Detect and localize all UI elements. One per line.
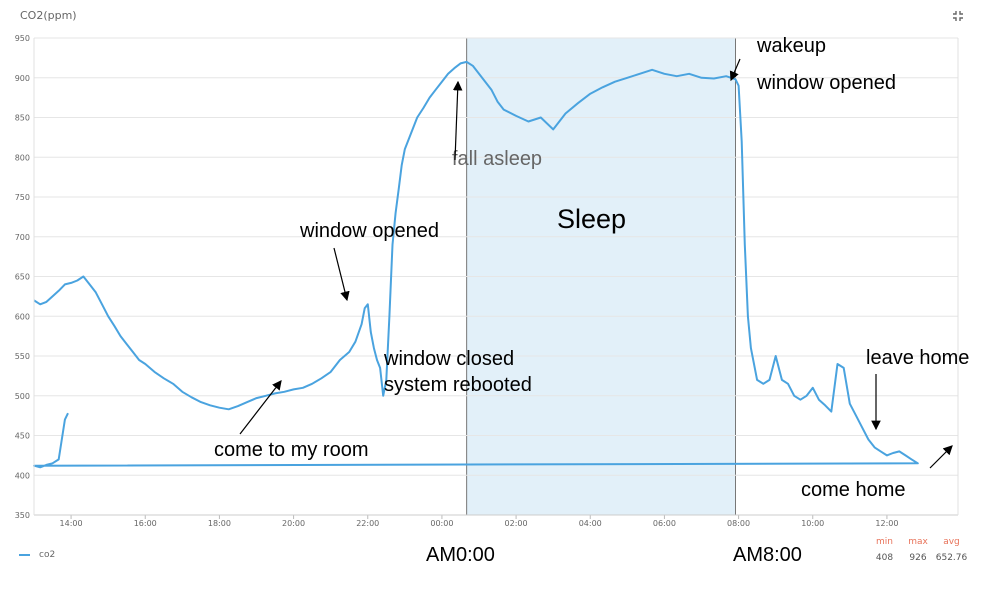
x-tick-label: 16:00 bbox=[134, 519, 157, 528]
y-tick-label: 350 bbox=[15, 511, 30, 520]
arrow-come-to-my-room bbox=[239, 380, 282, 435]
annotation-system-rebooted: system rebooted bbox=[384, 374, 532, 396]
arrow-come-home bbox=[929, 445, 953, 469]
annotation-fall-asleep: fall asleep bbox=[452, 148, 542, 170]
bottom-label-am0: AM0:00 bbox=[426, 544, 495, 566]
legend-swatch bbox=[19, 554, 30, 556]
y-tick-label: 850 bbox=[15, 114, 30, 123]
y-tick-label: 600 bbox=[15, 312, 30, 321]
legend-label: co2 bbox=[39, 550, 56, 560]
arrow-wakeup bbox=[729, 58, 741, 82]
x-tick-label: 08:00 bbox=[727, 519, 750, 528]
annotation-window-closed: window closed bbox=[383, 348, 514, 370]
stat-max-label: max bbox=[908, 537, 928, 547]
stat-min-value: 408 bbox=[875, 553, 894, 563]
series-line-co2 bbox=[33, 60, 919, 469]
y-tick-label: 900 bbox=[15, 74, 30, 83]
y-tick-label: 400 bbox=[15, 471, 30, 480]
annotation-leave-home: leave home bbox=[866, 347, 969, 369]
arrow-fall-asleep bbox=[452, 80, 463, 161]
annotation-wakeup: wakeup bbox=[756, 35, 826, 57]
y-tick-label: 450 bbox=[15, 432, 30, 441]
y-tick-label: 800 bbox=[15, 153, 30, 162]
x-tick-label: 02:00 bbox=[505, 519, 528, 528]
x-tick-label: 06:00 bbox=[653, 519, 676, 528]
bottom-label-am8: AM8:00 bbox=[733, 544, 802, 566]
x-tick-label: 22:00 bbox=[356, 519, 379, 528]
y-tick-label: 750 bbox=[15, 193, 30, 202]
x-tick-label: 12:00 bbox=[875, 519, 898, 528]
y-tick-label: 550 bbox=[15, 352, 30, 361]
annotation-come-to-my-room: come to my room bbox=[214, 439, 368, 461]
y-tick-label: 950 bbox=[15, 34, 30, 43]
chart-title: CO2(ppm) bbox=[20, 9, 77, 22]
x-tick-label: 10:00 bbox=[801, 519, 824, 528]
x-tick-label: 04:00 bbox=[579, 519, 602, 528]
x-tick-label: 20:00 bbox=[282, 519, 305, 528]
annotation-window-opened-2: window opened bbox=[756, 72, 896, 94]
y-tick-label: 650 bbox=[15, 273, 30, 282]
legend-item-co2[interactable]: co2 bbox=[19, 550, 55, 560]
y-tick-label: 700 bbox=[15, 233, 30, 242]
annotation-sleep: Sleep bbox=[557, 204, 626, 234]
annotation-window-opened-1: window opened bbox=[299, 220, 439, 242]
stat-avg-label: avg bbox=[943, 537, 960, 547]
y-tick-label: 500 bbox=[15, 392, 30, 401]
x-tick-label: 00:00 bbox=[430, 519, 453, 528]
stat-max-value: 926 bbox=[909, 553, 927, 563]
stat-avg-value: 652.76 bbox=[935, 553, 968, 563]
stats-panel: min max avg 408 926 652.76 bbox=[868, 537, 968, 563]
annotation-come-home: come home bbox=[801, 479, 906, 501]
x-tick-label: 18:00 bbox=[208, 519, 231, 528]
stat-min-label: min bbox=[876, 537, 893, 547]
arrow-window-opened-1 bbox=[333, 247, 350, 302]
x-tick-label: 14:00 bbox=[60, 519, 83, 528]
collapse-arrows-icon[interactable] bbox=[952, 10, 964, 22]
